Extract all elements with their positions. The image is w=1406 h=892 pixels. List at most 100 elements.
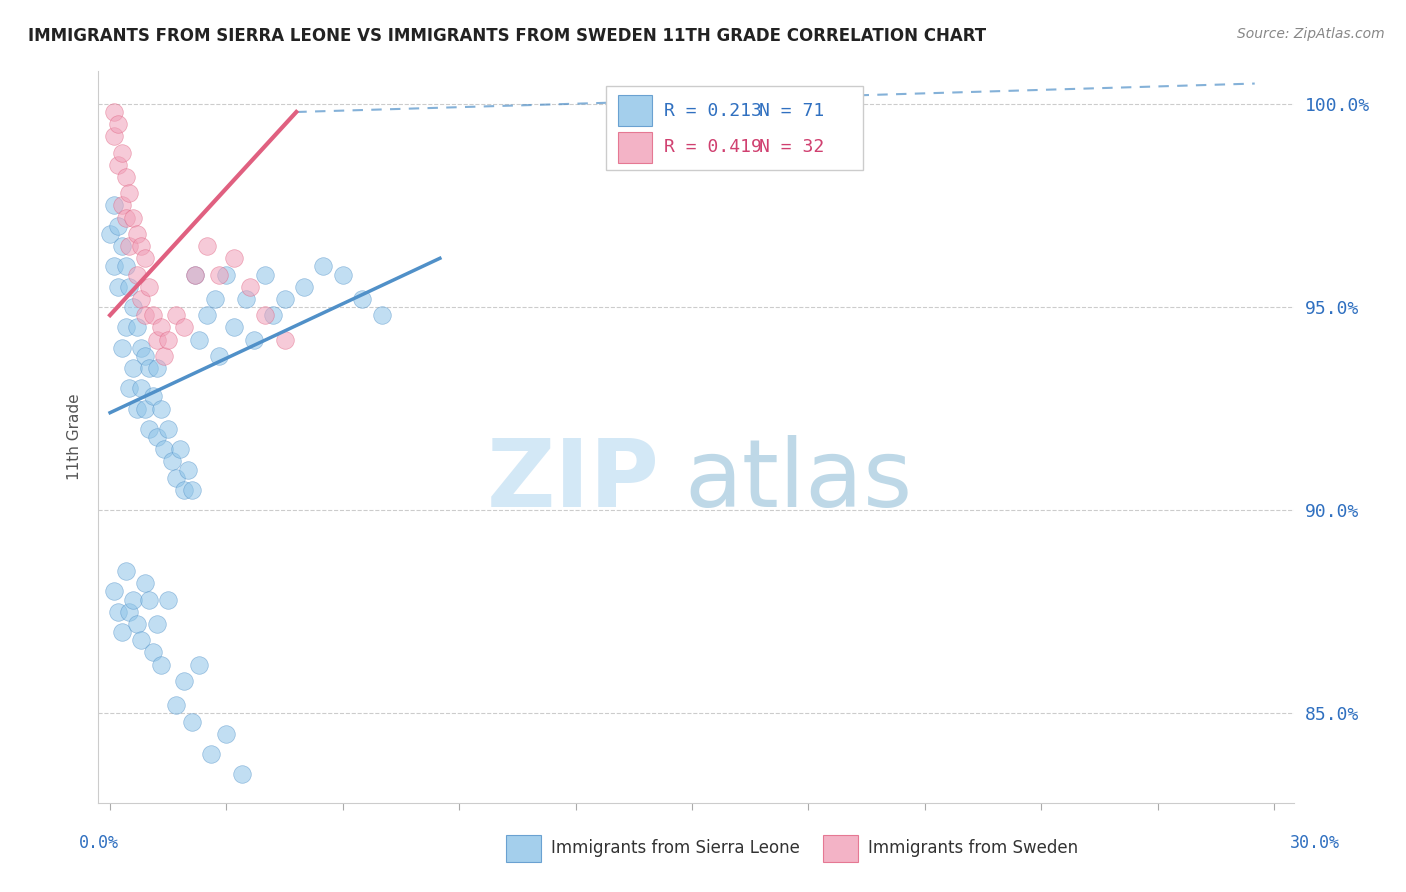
Point — [153, 442, 176, 457]
Point — [118, 239, 141, 253]
Point — [134, 349, 156, 363]
Text: R = 0.419: R = 0.419 — [664, 138, 762, 156]
Point — [208, 268, 231, 282]
Point — [111, 145, 134, 160]
Point — [165, 308, 187, 322]
Point — [138, 592, 160, 607]
Point — [157, 333, 180, 347]
Point — [370, 308, 392, 322]
Point — [292, 279, 315, 293]
Point — [145, 361, 167, 376]
Point — [157, 592, 180, 607]
Point — [138, 279, 160, 293]
Point — [215, 268, 238, 282]
Point — [165, 698, 187, 713]
Point — [118, 186, 141, 201]
Point — [352, 292, 374, 306]
Point — [114, 320, 136, 334]
Text: 30.0%: 30.0% — [1289, 834, 1340, 852]
Text: Immigrants from Sweden: Immigrants from Sweden — [868, 839, 1077, 857]
Point — [122, 211, 145, 225]
Point — [98, 227, 121, 241]
Point — [127, 320, 149, 334]
Point — [114, 169, 136, 184]
Point — [111, 625, 134, 640]
Point — [129, 341, 152, 355]
Point — [122, 592, 145, 607]
Text: Immigrants from Sierra Leone: Immigrants from Sierra Leone — [551, 839, 800, 857]
Point — [188, 333, 211, 347]
Point — [160, 454, 183, 468]
Point — [224, 252, 246, 266]
Point — [165, 471, 187, 485]
Bar — [619, 132, 652, 163]
Point — [180, 714, 202, 729]
Point — [145, 617, 167, 632]
Point — [122, 361, 145, 376]
Point — [254, 308, 277, 322]
Point — [103, 260, 125, 274]
Text: IMMIGRANTS FROM SIERRA LEONE VS IMMIGRANTS FROM SWEDEN 11TH GRADE CORRELATION CH: IMMIGRANTS FROM SIERRA LEONE VS IMMIGRAN… — [28, 27, 986, 45]
Point — [103, 105, 125, 120]
Point — [127, 268, 149, 282]
Point — [254, 268, 277, 282]
Point — [231, 767, 253, 781]
Point — [173, 483, 195, 497]
Point — [200, 747, 222, 761]
Text: R = 0.213: R = 0.213 — [664, 102, 762, 120]
Point — [184, 268, 207, 282]
Point — [118, 381, 141, 395]
Y-axis label: 11th Grade: 11th Grade — [67, 393, 83, 481]
Point — [173, 320, 195, 334]
Point — [127, 227, 149, 241]
Point — [188, 657, 211, 672]
Point — [173, 673, 195, 688]
Point — [273, 292, 295, 306]
Text: 0.0%: 0.0% — [79, 834, 118, 852]
Point — [129, 292, 152, 306]
Point — [134, 308, 156, 322]
Point — [138, 422, 160, 436]
Point — [180, 483, 202, 497]
Point — [235, 292, 257, 306]
Point — [149, 320, 172, 334]
Point — [149, 401, 172, 416]
Point — [142, 308, 165, 322]
Point — [195, 308, 218, 322]
Point — [145, 430, 167, 444]
Point — [111, 239, 134, 253]
Point — [312, 260, 335, 274]
Text: N = 32: N = 32 — [759, 138, 824, 156]
Text: atlas: atlas — [685, 435, 912, 527]
Point — [107, 279, 129, 293]
Point — [332, 268, 354, 282]
Point — [208, 349, 231, 363]
Point — [111, 198, 134, 212]
Point — [142, 645, 165, 659]
Point — [145, 333, 167, 347]
Point — [184, 268, 207, 282]
Bar — [619, 95, 652, 126]
FancyBboxPatch shape — [606, 86, 863, 170]
Point — [138, 361, 160, 376]
Point — [129, 239, 152, 253]
Point — [107, 117, 129, 131]
Point — [103, 198, 125, 212]
Text: ZIP: ZIP — [488, 435, 661, 527]
Point — [114, 564, 136, 578]
Point — [224, 320, 246, 334]
Point — [134, 252, 156, 266]
Point — [149, 657, 172, 672]
Point — [169, 442, 191, 457]
Point — [114, 260, 136, 274]
Point — [176, 462, 198, 476]
Point — [129, 381, 152, 395]
Point — [103, 129, 125, 144]
Text: N = 71: N = 71 — [759, 102, 824, 120]
Text: Source: ZipAtlas.com: Source: ZipAtlas.com — [1237, 27, 1385, 41]
Point — [122, 300, 145, 314]
Point — [118, 605, 141, 619]
Point — [111, 341, 134, 355]
Point — [129, 633, 152, 648]
Point — [107, 158, 129, 172]
